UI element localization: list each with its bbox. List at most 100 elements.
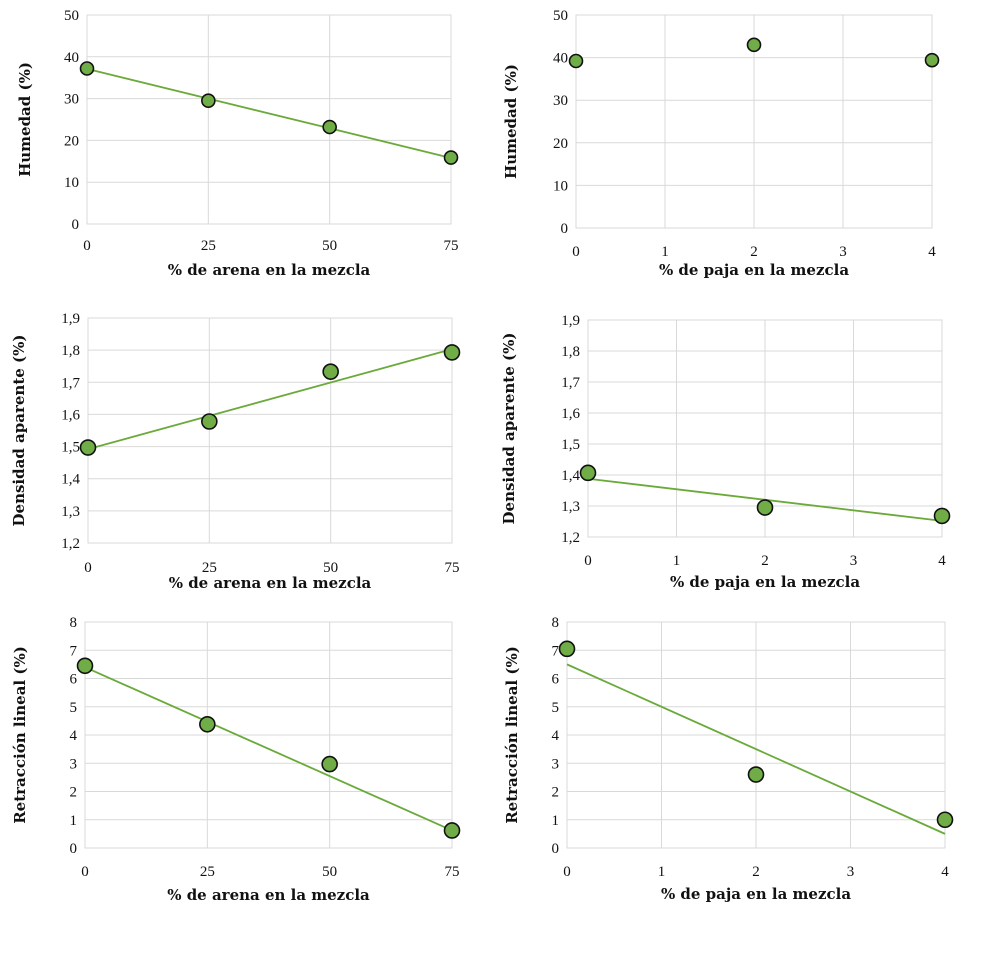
- y-tick-label: 6: [552, 672, 560, 688]
- y-tick-label: 7: [70, 643, 78, 659]
- x-tick-label: 0: [84, 560, 92, 576]
- y-tick-label: 0: [72, 217, 80, 233]
- x-axis-label: % de arena en la mezcla: [168, 261, 371, 279]
- data-point: [756, 499, 774, 516]
- x-tick-label: 25: [202, 560, 217, 576]
- plot-area: [566, 621, 946, 849]
- plot-area: [86, 14, 452, 225]
- y-tick-label: 1: [70, 813, 78, 829]
- x-tick-label: 25: [201, 238, 216, 254]
- x-tick-label: 75: [444, 238, 459, 254]
- trend-line: [87, 348, 453, 451]
- y-tick-label: 0: [552, 841, 560, 857]
- y-tick-label: 1: [552, 813, 560, 829]
- x-tick-label: 1: [673, 553, 681, 569]
- plot-area: [575, 14, 933, 229]
- plot-area: [87, 317, 453, 544]
- y-tick-label: 1,8: [561, 344, 580, 360]
- y-tick-label: 1,2: [561, 530, 580, 546]
- x-axis-label: % de arena en la mezcla: [167, 886, 370, 904]
- y-tick-label: 7: [552, 643, 560, 659]
- data-point: [443, 822, 461, 839]
- data-point: [322, 363, 339, 380]
- y-tick-label: 40: [553, 51, 568, 67]
- data-point: [201, 413, 218, 430]
- chart-densidad-vs-paja: 1,2 1,3 1,4 1,5 1,6 1,7 1,8 1,9 0 1 2 3 4 % de paja e…: [500, 313, 951, 591]
- x-axis-label: % de paja en la mezcla: [661, 885, 851, 903]
- plot-area: [84, 621, 453, 849]
- data-point: [76, 657, 94, 675]
- y-tick-label: 0: [70, 841, 78, 857]
- y-tick-label: 1,5: [61, 440, 80, 456]
- y-axis-label: Densidad aparente (%): [500, 333, 518, 525]
- x-tick-label: 4: [938, 553, 946, 569]
- data-point: [933, 507, 951, 525]
- y-tick-label: 8: [70, 615, 78, 631]
- y-tick-label: 1,7: [61, 375, 80, 391]
- x-tick-label: 0: [81, 864, 89, 880]
- x-axis-label: % de arena en la mezcla: [169, 574, 372, 592]
- x-tick-label: 25: [200, 864, 215, 880]
- data-point: [199, 715, 216, 733]
- y-tick-label: 1,6: [561, 406, 580, 422]
- data-point: [747, 766, 765, 783]
- x-tick-label: 3: [839, 244, 847, 260]
- x-tick-label: 2: [750, 244, 758, 260]
- data-point: [322, 119, 337, 135]
- y-axis-label: Humedad (%): [16, 62, 34, 177]
- x-tick-label: 2: [752, 864, 760, 880]
- data-point: [79, 61, 95, 76]
- trend-line: [86, 68, 452, 159]
- y-tick-label: 2: [70, 785, 78, 801]
- x-tick-label: 75: [445, 864, 460, 880]
- x-tick-label: 0: [572, 244, 580, 260]
- y-tick-label: 1,9: [561, 313, 580, 329]
- x-tick-label: 3: [850, 553, 858, 569]
- x-tick-label: 50: [322, 238, 337, 254]
- x-tick-label: 4: [928, 244, 936, 260]
- x-tick-label: 0: [563, 864, 571, 880]
- chart-densidad-vs-arena: 1,2 1,3 1,4 1,5 1,6 1,7 1,8 1,9 0 25 50 75 % de aren…: [10, 311, 461, 592]
- x-tick-label: 0: [584, 553, 592, 569]
- x-tick-label: 2: [761, 553, 769, 569]
- x-tick-label: 3: [847, 864, 855, 880]
- data-point: [321, 755, 338, 773]
- chart-retraccion-vs-paja: 0 1 2 3 4 5 6 7 8 0 1 2 3 4 % de paja en la mezcla Retr…: [503, 615, 954, 903]
- y-tick-label: 8: [552, 615, 560, 631]
- x-tick-label: 4: [941, 864, 949, 880]
- y-tick-label: 1,3: [61, 504, 80, 520]
- y-tick-label: 6: [70, 672, 78, 688]
- y-tick-label: 40: [64, 50, 79, 66]
- y-axis-label: Retracción lineal (%): [503, 646, 521, 824]
- y-tick-label: 10: [64, 175, 79, 191]
- x-tick-label: 0: [83, 238, 91, 254]
- x-axis-label: % de paja en la mezcla: [670, 573, 860, 591]
- y-tick-label: 0: [561, 221, 569, 237]
- data-point: [443, 150, 459, 165]
- y-tick-label: 1,4: [61, 472, 80, 488]
- y-tick-label: 1,8: [61, 343, 80, 359]
- y-tick-label: 3: [552, 756, 560, 772]
- y-tick-label: 3: [70, 756, 78, 772]
- y-tick-label: 1,9: [61, 311, 80, 327]
- chart-humedad-vs-paja: 0 10 20 30 40 50 0 1 2 3 4 % de paja en la mezcla Hu…: [502, 8, 940, 279]
- x-tick-label: 75: [445, 560, 460, 576]
- y-tick-label: 30: [553, 93, 568, 109]
- chart-humedad-vs-arena: 0 10 20 30 40 50 0 25 50 75 % de arena en la mezcl…: [16, 8, 459, 279]
- x-tick-label: 50: [323, 560, 338, 576]
- y-tick-label: 20: [553, 136, 568, 152]
- data-point: [579, 464, 597, 482]
- y-tick-label: 1,5: [561, 437, 580, 453]
- x-axis-label: % de paja en la mezcla: [659, 261, 849, 279]
- trend-line: [566, 663, 946, 835]
- y-axis-label: Humedad (%): [502, 64, 520, 179]
- x-tick-label: 1: [661, 244, 669, 260]
- x-tick-label: 1: [658, 864, 666, 880]
- y-tick-label: 1,2: [61, 536, 80, 552]
- data-point: [936, 811, 954, 829]
- y-axis-label: Retracción lineal (%): [11, 646, 29, 824]
- chart-retraccion-vs-arena: 0 1 2 3 4 5 6 7 8 0 25 50 75 % de arena en la mezcla R…: [11, 615, 461, 904]
- data-point: [79, 439, 97, 456]
- y-tick-label: 4: [70, 728, 78, 744]
